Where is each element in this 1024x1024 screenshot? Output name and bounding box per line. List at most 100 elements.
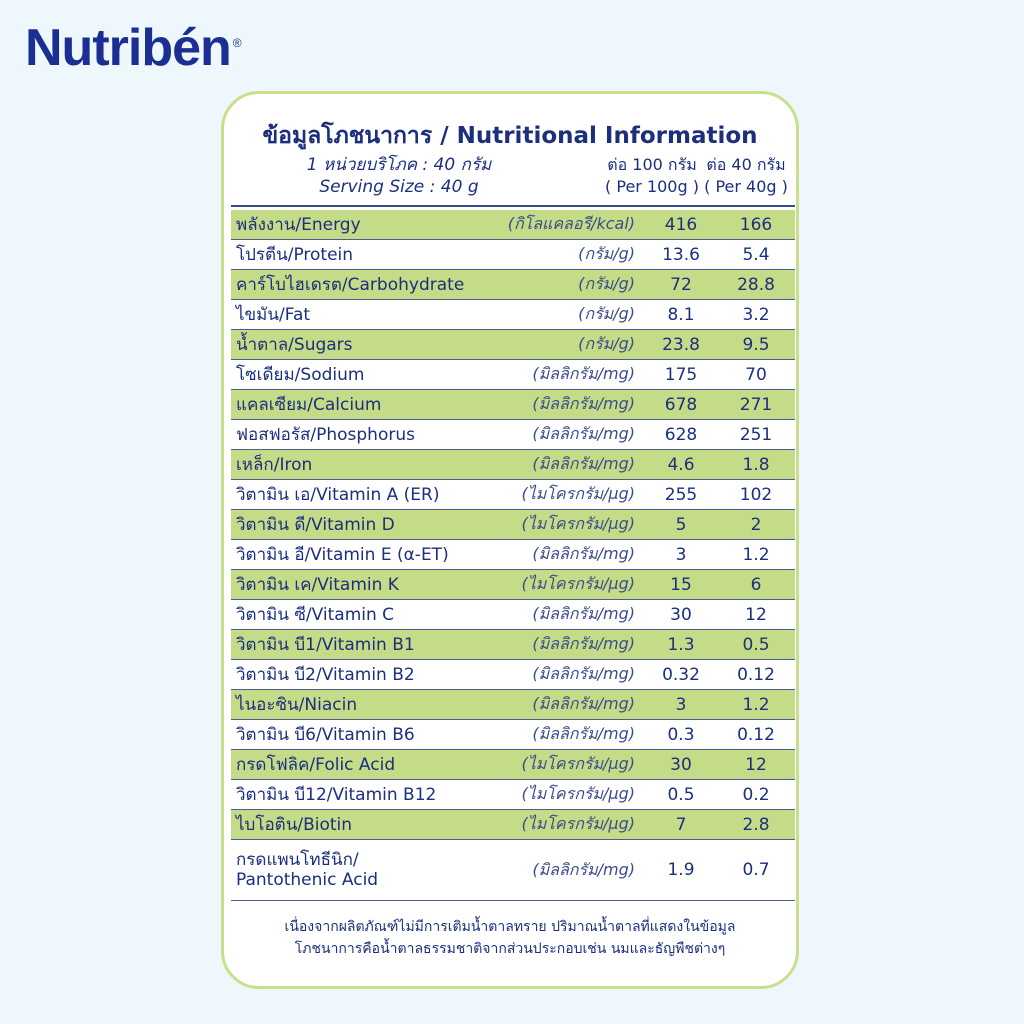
nutrient-name: น้ำตาล/Sugars xyxy=(236,334,353,355)
sugar-note: เนื่องจากผลิตภัณฑ์ไม่มีการเติมน้ำตาลทราย… xyxy=(244,916,776,960)
nutrient-unit: (ไมโครกรัม/µg) xyxy=(521,484,635,503)
nutrient-name: วิตามิน ดี/Vitamin D xyxy=(236,514,395,535)
table-row: ฟอสฟอรัส/Phosphorus (มิลลิกรัม/mg) 628 251 xyxy=(231,420,795,450)
nutrient-unit: (ไมโครกรัม/µg) xyxy=(521,814,635,833)
table-row: โปรตีน/Protein (กรัม/g) 13.6 5.4 xyxy=(231,240,795,270)
panel-title: ข้อมูลโภชนาการ / Nutritional Information xyxy=(262,123,758,149)
nutrient-name: วิตามิน บี1/Vitamin B1 xyxy=(236,634,415,655)
table-row: วิตามิน เค/Vitamin K (ไมโครกรัม/µg) 15 6 xyxy=(231,570,795,600)
table-row: โซเดียม/Sodium (มิลลิกรัม/mg) 175 70 xyxy=(231,360,795,390)
table-row: แคลเซียม/Calcium (มิลลิกรัม/mg) 678 271 xyxy=(231,390,795,420)
nutrient-name: ไบโอติน/Biotin xyxy=(236,814,353,835)
nutrient-name: ไนอะซิน/Niacin xyxy=(236,694,358,715)
value-per-40g: 70 xyxy=(745,364,767,385)
nutrient-table: พลังงาน/Energy (กิโลแคลอรี/kcal) 416 166 โปร… xyxy=(231,210,795,901)
value-per-100g: 3 xyxy=(675,694,687,715)
serving-size-english: Serving Size : 40 g xyxy=(319,177,479,197)
column-header-per-100g: ต่อ 100 กรัม ( Per 100g ) xyxy=(604,154,700,198)
value-per-40g: 0.12 xyxy=(737,724,775,745)
value-per-40g: 3.2 xyxy=(742,304,770,325)
nutrient-unit: (มิลลิกรัม/mg) xyxy=(532,664,635,683)
value-per-100g: 72 xyxy=(670,274,692,295)
sugar-note-line-2: โภชนาการคือน้ำตาลธรรมชาติจากส่วนประกอบเช… xyxy=(294,941,726,957)
nutrient-unit: (มิลลิกรัม/mg) xyxy=(532,694,635,713)
nutrient-unit: (กรัม/g) xyxy=(578,304,635,323)
nutrient-unit: (มิลลิกรัม/mg) xyxy=(532,724,635,743)
nutrient-unit: (ไมโครกรัม/µg) xyxy=(521,754,635,773)
nutrient-unit: (มิลลิกรัม/mg) xyxy=(532,859,635,879)
table-row: ไบโอติน/Biotin (ไมโครกรัม/µg) 7 2.8 xyxy=(231,810,795,840)
nutrient-unit: (ไมโครกรัม/µg) xyxy=(521,574,635,593)
table-row: คาร์โบไฮเดรต/Carbohydrate (กรัม/g) 72 28.8 xyxy=(231,270,795,300)
value-per-100g: 0.5 xyxy=(667,784,695,805)
nutrient-unit: (มิลลิกรัม/mg) xyxy=(532,424,635,443)
value-per-100g: 8.1 xyxy=(667,304,695,325)
nutrient-name: วิตามิน เอ/Vitamin A (ER) xyxy=(236,484,440,505)
value-per-100g: 3 xyxy=(675,544,687,565)
nutrient-unit: (กรัม/g) xyxy=(578,244,635,263)
value-per-100g: 0.32 xyxy=(662,664,700,685)
value-per-100g: 0.3 xyxy=(667,724,695,745)
value-per-40g: 102 xyxy=(739,484,773,505)
nutrient-name: วิตามิน บี12/Vitamin B12 xyxy=(236,784,437,805)
table-row: วิตามิน บี12/Vitamin B12 (ไมโครกรัม/µg) 0.… xyxy=(231,780,795,810)
nutrient-unit: (มิลลิกรัม/mg) xyxy=(532,604,635,623)
value-per-40g: 28.8 xyxy=(737,274,775,295)
table-row: วิตามิน ดี/Vitamin D (ไมโครกรัม/µg) 5 2 xyxy=(231,510,795,540)
nutrient-name: วิตามิน บี6/Vitamin B6 xyxy=(236,724,415,745)
nutrient-unit: (กรัม/g) xyxy=(578,334,635,353)
value-per-100g: 678 xyxy=(664,394,698,415)
table-row: วิตามิน บี6/Vitamin B6 (มิลลิกรัม/mg) 0.3 0… xyxy=(231,720,795,750)
brand-name: Nutribén xyxy=(25,19,232,77)
value-per-40g: 0.7 xyxy=(742,860,770,880)
table-row: พลังงาน/Energy (กิโลแคลอรี/kcal) 416 166 xyxy=(231,210,795,240)
value-per-40g: 6 xyxy=(750,574,762,595)
nutrient-name: กรดแพนโทธีนิก/Pantothenic Acid xyxy=(236,850,379,890)
nutrient-name: ไขมัน/Fat xyxy=(236,304,311,325)
value-per-100g: 1.9 xyxy=(667,860,695,880)
nutrient-unit: (ไมโครกรัม/µg) xyxy=(521,514,635,533)
sugar-note-line-1: เนื่องจากผลิตภัณฑ์ไม่มีการเติมน้ำตาลทราย… xyxy=(284,919,736,935)
value-per-100g: 7 xyxy=(675,814,687,835)
table-row: ไนอะซิน/Niacin (มิลลิกรัม/mg) 3 1.2 xyxy=(231,690,795,720)
nutrient-name: เหล็ก/Iron xyxy=(236,454,313,475)
value-per-100g: 13.6 xyxy=(662,244,700,265)
value-per-40g: 1.2 xyxy=(742,544,770,565)
column-header-per-40g: ต่อ 40 กรัม ( Per 40g ) xyxy=(698,154,794,198)
nutrient-unit: (มิลลิกรัม/mg) xyxy=(532,394,635,413)
value-per-100g: 5 xyxy=(675,514,687,535)
table-row: วิตามิน เอ/Vitamin A (ER) (ไมโครกรัม/µg) 2… xyxy=(231,480,795,510)
nutrient-unit: (มิลลิกรัม/mg) xyxy=(532,364,635,383)
value-per-100g: 416 xyxy=(664,214,698,235)
value-per-100g: 30 xyxy=(670,604,692,625)
value-per-40g: 1.8 xyxy=(742,454,770,475)
column-header-per-100g-english: ( Per 100g ) xyxy=(605,177,699,196)
value-per-100g: 175 xyxy=(664,364,698,385)
value-per-40g: 0.12 xyxy=(737,664,775,685)
value-per-100g: 15 xyxy=(670,574,692,595)
value-per-40g: 5.4 xyxy=(742,244,770,265)
value-per-100g: 4.6 xyxy=(667,454,695,475)
value-per-40g: 12 xyxy=(745,604,767,625)
value-per-40g: 2 xyxy=(750,514,762,535)
table-row: วิตามิน บี2/Vitamin B2 (มิลลิกรัม/mg) 0.32… xyxy=(231,660,795,690)
header-divider xyxy=(231,205,795,207)
serving-size-thai: 1 หน่วยบริโภค : 40 กรัม xyxy=(306,155,492,175)
value-per-40g: 0.2 xyxy=(742,784,770,805)
value-per-40g: 1.2 xyxy=(742,694,770,715)
nutrient-name: ฟอสฟอรัส/Phosphorus xyxy=(236,424,415,445)
table-row: วิตามิน อี/Vitamin E (α-ET) (มิลลิกรัม/mg… xyxy=(231,540,795,570)
nutrient-name: วิตามิน บี2/Vitamin B2 xyxy=(236,664,415,685)
value-per-100g: 1.3 xyxy=(667,634,695,655)
nutrient-unit: (ไมโครกรัม/µg) xyxy=(521,784,635,803)
registered-mark: ® xyxy=(232,36,242,50)
nutrient-name: วิตามิน อี/Vitamin E (α-ET) xyxy=(236,544,449,565)
nutrient-name: โปรตีน/Protein xyxy=(236,244,354,265)
serving-size: 1 หน่วยบริโภค : 40 กรัม Serving Size : 4… xyxy=(279,154,519,198)
value-per-40g: 166 xyxy=(739,214,773,235)
table-row: น้ำตาล/Sugars (กรัม/g) 23.8 9.5 xyxy=(231,330,795,360)
nutrient-name: คาร์โบไฮเดรต/Carbohydrate xyxy=(236,274,465,295)
nutrition-panel: ข้อมูลโภชนาการ / Nutritional Information… xyxy=(221,91,799,989)
nutrient-unit: (มิลลิกรัม/mg) xyxy=(532,454,635,473)
table-row: กรดโฟลิค/Folic Acid (ไมโครกรัม/µg) 30 12 xyxy=(231,750,795,780)
